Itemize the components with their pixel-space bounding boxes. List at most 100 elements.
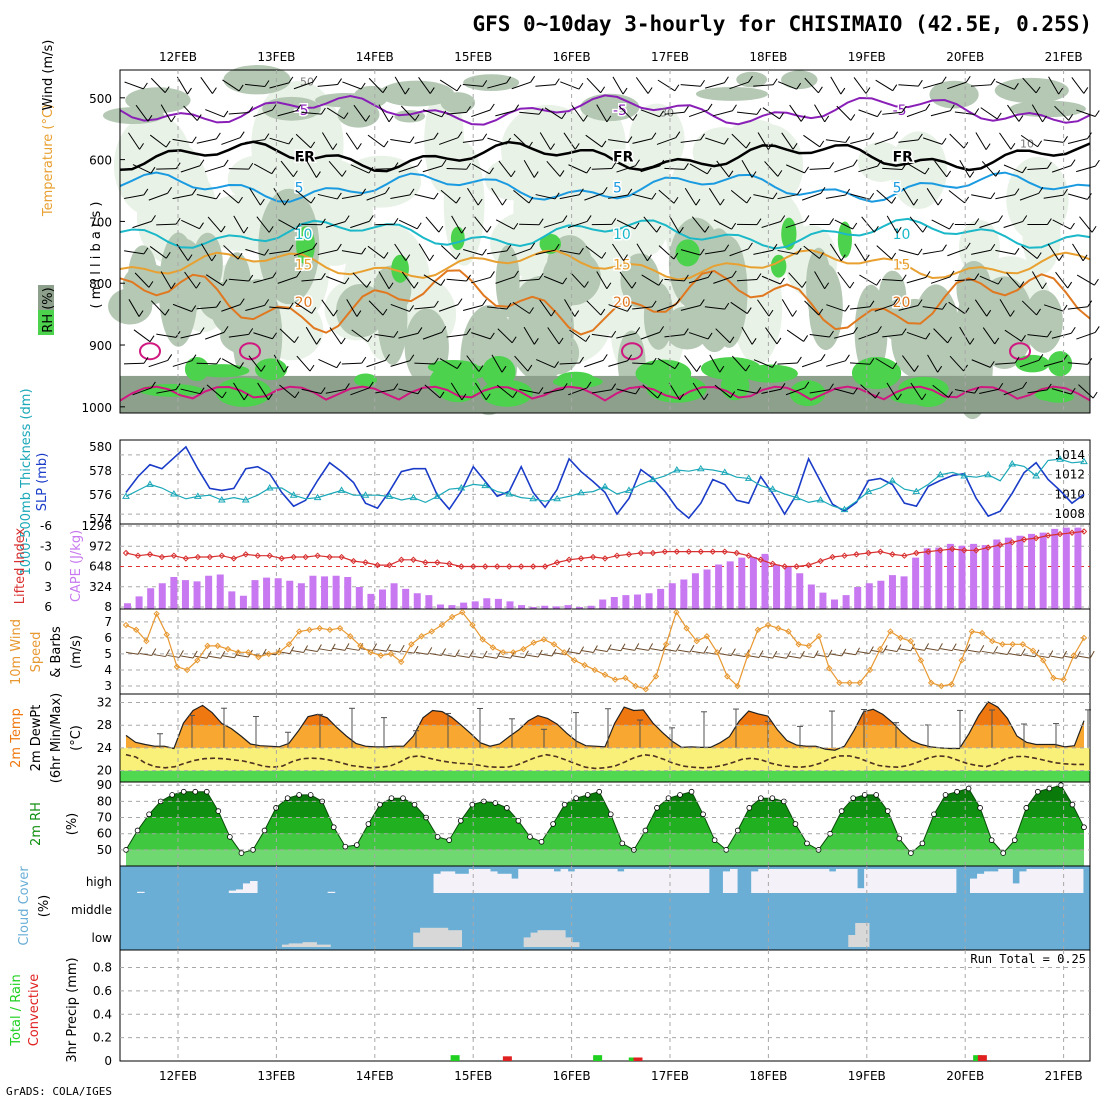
wind-barb-flag <box>679 393 685 401</box>
wind-barb-10m-flag <box>910 643 916 651</box>
wind-barb-flag <box>175 383 181 390</box>
wind-barb <box>764 161 779 177</box>
wind-barb-10m <box>139 652 152 656</box>
wind-barb <box>789 104 802 122</box>
wind-barb-10m <box>457 654 470 658</box>
wind-barb <box>280 160 294 178</box>
cloud-gap-high <box>857 888 865 893</box>
wind-barb-flag <box>382 308 388 316</box>
rh2m-axis-units: (%) <box>65 813 80 836</box>
wind-barb-10m-flag <box>165 649 171 657</box>
wind-barb-10m <box>815 654 829 658</box>
wind-barb <box>543 388 564 394</box>
wind-barb-10m-flag <box>951 643 957 651</box>
wind-barb-10m-flag <box>468 650 474 658</box>
rh2m-point <box>584 792 591 798</box>
wind-barb <box>907 163 926 175</box>
cloud-gap-low <box>862 923 870 947</box>
wind-barb-flag <box>896 226 902 234</box>
thickness-tick-label: 578 <box>89 464 112 478</box>
rh-cell-upper <box>353 85 389 108</box>
wind-barb <box>491 188 503 206</box>
wind-barb-flag <box>413 281 419 289</box>
wind-barb-flag <box>461 226 467 234</box>
lifted-index-point <box>757 556 764 563</box>
wind-barb-flag <box>527 364 533 372</box>
wind-barb <box>761 221 781 228</box>
wind-barb <box>753 359 773 368</box>
wind-barb <box>1047 243 1060 261</box>
wind-barb <box>979 275 999 285</box>
wind-barb <box>1004 329 1022 342</box>
wind-barb <box>414 362 435 365</box>
wind-barb <box>398 332 419 339</box>
wind-barb <box>378 271 390 290</box>
wind-barb-flag <box>586 166 592 174</box>
wind-barb-flag <box>530 242 536 250</box>
cloud-gap-high <box>447 871 456 893</box>
top-date-label: 12FEB <box>159 50 197 64</box>
rh-cell-moist <box>851 357 902 390</box>
wind-barb-flag <box>456 84 462 92</box>
wind-barb <box>830 76 842 95</box>
wind-barb <box>860 384 876 399</box>
wind-barb <box>970 84 992 87</box>
wind-barb-10m <box>1022 654 1036 658</box>
cloud-gap-high <box>730 869 738 893</box>
rh-cell-light <box>629 103 685 176</box>
wind-barb <box>591 333 612 338</box>
wind-barb <box>1027 334 1048 338</box>
lifted-index-point <box>553 559 561 566</box>
wind-barb-flag <box>969 338 975 345</box>
wind-speed-point <box>989 637 996 645</box>
wind-speed-point <box>713 649 721 656</box>
wind-barb <box>709 354 721 373</box>
rh2m-point <box>146 811 152 818</box>
precip-total-bar <box>450 1055 460 1061</box>
temperature-contour-label: FR <box>295 150 316 166</box>
wind-barb-10m <box>691 650 704 654</box>
wind-barb <box>786 164 805 174</box>
bottom-date-label: 21FEB <box>1045 1069 1083 1083</box>
wind-barb <box>134 272 150 288</box>
wind-barb-flag <box>678 226 684 234</box>
rh2m-point <box>354 842 360 848</box>
wind-barb-flag <box>143 247 149 255</box>
wind-barb <box>519 111 540 115</box>
cape-bar <box>344 577 352 609</box>
cape-bar <box>205 575 213 609</box>
cape-bar <box>726 561 734 609</box>
cloud-gap-high <box>765 869 773 893</box>
wind-barb <box>932 384 949 398</box>
lifted-index-point <box>721 548 728 555</box>
wind-speed-point <box>234 649 242 656</box>
thickness-point <box>577 488 585 496</box>
rh2m-point <box>561 801 568 808</box>
wind-barb-flag <box>429 254 435 262</box>
wind-barb-10m-flag <box>1020 648 1026 656</box>
thickness-point <box>744 474 753 481</box>
wind-barb <box>544 107 563 120</box>
wind-barb-flag <box>433 132 439 140</box>
wind-barb <box>462 84 483 87</box>
bottom-date-label: 14FEB <box>356 1069 394 1083</box>
wind-barb <box>777 194 798 200</box>
wind-barb-flag <box>683 274 689 282</box>
wind-barb <box>803 134 821 148</box>
cape-bar <box>865 583 873 609</box>
temperature-contour-label: 10 <box>893 227 911 243</box>
wind-barb-flag <box>995 170 1001 177</box>
wind-barb-flag <box>659 110 664 118</box>
wind-barb-flag <box>901 105 907 113</box>
wind-barb <box>352 272 368 288</box>
wind-barb-flag <box>486 226 492 233</box>
wind-barb-flag <box>264 133 270 140</box>
wind-barb-flag <box>393 217 399 225</box>
rh2m-point <box>330 824 337 831</box>
rh-cell-moist <box>720 371 750 401</box>
wind-barb <box>664 167 685 170</box>
wind-speed-point <box>153 610 160 618</box>
wind-barb <box>467 187 479 206</box>
wind-barb-flag <box>1046 162 1052 169</box>
wind-barb <box>513 133 529 149</box>
